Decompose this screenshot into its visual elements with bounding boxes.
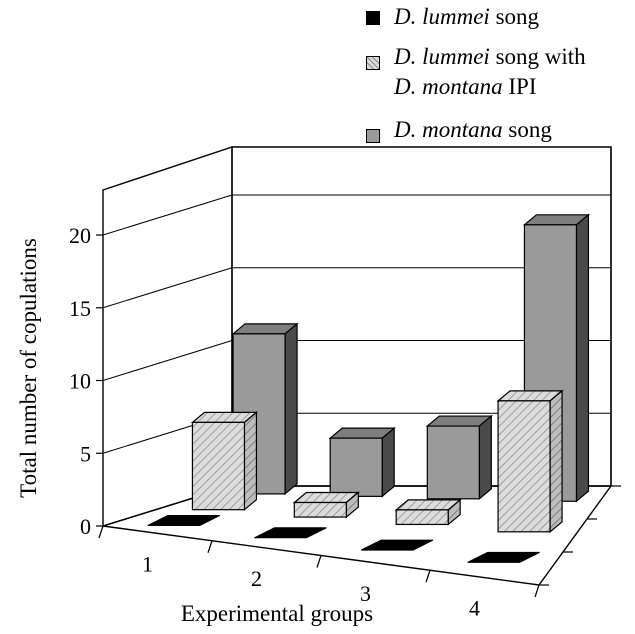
bar-lummei-song-montana-ipi-group-1	[190, 411, 259, 511]
legend-swatch-hatched	[366, 56, 380, 70]
x-tick	[207, 540, 213, 553]
bar-side	[381, 426, 395, 498]
y-axis: 0 5 10 15 20	[69, 223, 103, 539]
bar-side	[575, 213, 590, 503]
y-tick-label: 5	[80, 441, 91, 466]
bar-flat	[360, 539, 434, 551]
bar-montana-song-group-2	[328, 426, 396, 498]
x-tick	[425, 570, 431, 583]
bar-lummei-song-group-3	[360, 539, 434, 551]
legend-label-montana-song: D. montana song	[394, 117, 552, 142]
bar-flat	[467, 551, 540, 563]
x-tick	[98, 525, 104, 539]
bar-lummei-song-montana-ipi-group-4	[496, 389, 564, 534]
bar-lummei-song-group-4	[467, 551, 540, 563]
x-tick	[534, 584, 540, 598]
bar-front	[395, 509, 449, 526]
x-tick-label: 2	[251, 566, 262, 591]
x-axis: 1 2 3 4	[98, 485, 621, 621]
x-axis-label: Experimental groups	[181, 601, 373, 626]
bar-side	[478, 414, 492, 501]
gridline-left	[102, 340, 233, 381]
bar-flat	[147, 514, 221, 526]
bar-lummei-song-group-2	[254, 527, 327, 539]
bar-montana-song-group-3	[425, 414, 493, 501]
x-tick-label: 4	[469, 596, 480, 621]
bar-front	[426, 425, 480, 500]
bar-side	[284, 322, 298, 496]
legend-label-montana-ipi: D. montana IPI	[394, 74, 537, 99]
bar-front	[497, 400, 551, 533]
y-tick-label: 0	[80, 514, 91, 539]
bar-front	[191, 421, 246, 511]
bar-lummei-song-montana-ipi-group-2	[292, 491, 360, 519]
legend-swatch-black	[366, 11, 380, 25]
bar-lummei-song-group-1	[147, 514, 221, 526]
y-tick-label: 15	[69, 296, 91, 321]
bar-side	[549, 389, 563, 534]
bars	[147, 213, 591, 563]
bar-side	[243, 411, 258, 511]
x-tick	[316, 555, 322, 568]
y-tick-label: 20	[69, 223, 91, 248]
bar-front	[329, 437, 383, 497]
x-tick-label: 3	[360, 581, 371, 606]
legend-swatch-gray	[366, 129, 380, 143]
y-tick-label: 10	[69, 369, 91, 394]
legend-label-lummei-song-with: D. lummei song with	[394, 44, 586, 69]
legend-label-lummei-song: D. lummei song	[394, 4, 540, 29]
bar-flat	[254, 527, 327, 539]
gridline-left	[102, 194, 233, 236]
bar-front	[293, 501, 347, 518]
x-tick-label: 1	[142, 551, 153, 576]
bar-lummei-song-montana-ipi-group-3	[394, 498, 462, 526]
y-axis-label: Total number of copulations	[16, 238, 41, 498]
gridline-left	[102, 267, 233, 309]
